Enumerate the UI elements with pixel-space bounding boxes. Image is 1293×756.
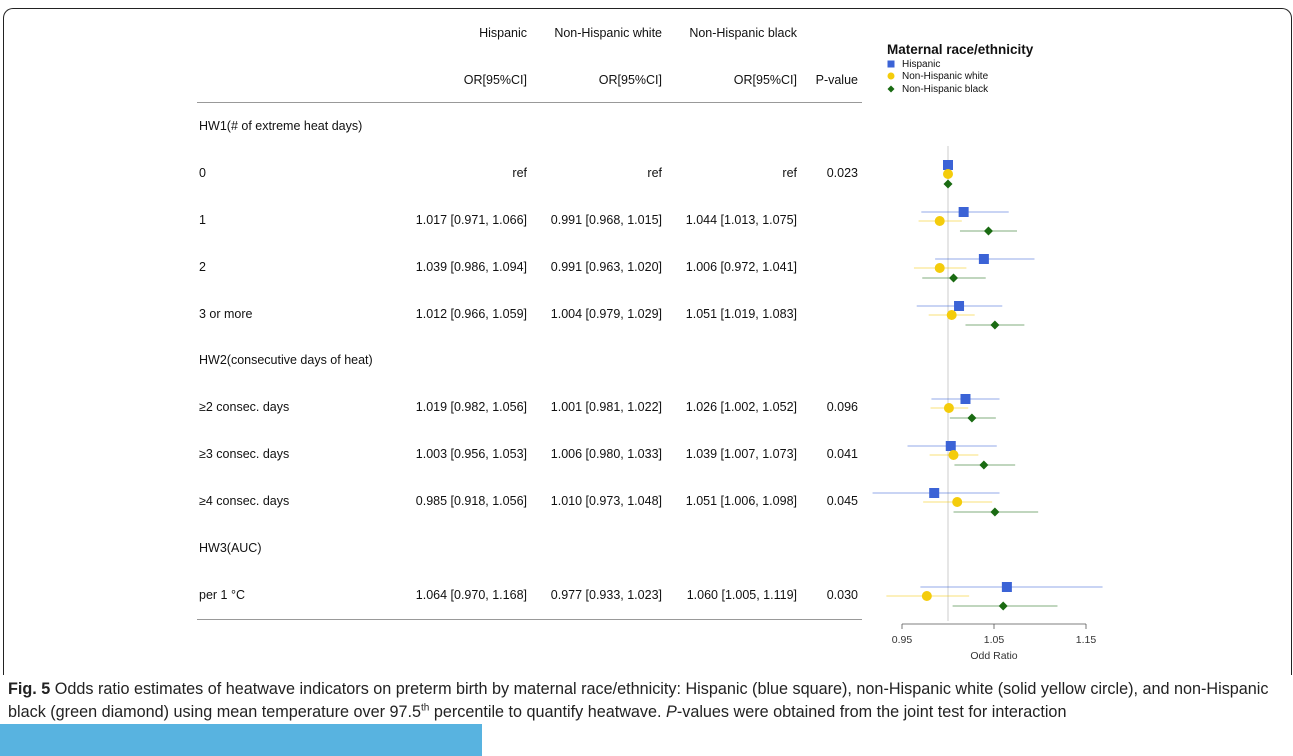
point-white [952, 497, 963, 507]
cell-p-value: 0.023 [826, 166, 858, 180]
caption-highlight [0, 724, 482, 756]
point-white [921, 591, 932, 601]
group-header: Hispanic [479, 26, 527, 40]
cell-black: 1.044 [1.013, 1.075] [685, 213, 797, 227]
point-black [979, 460, 989, 470]
figure-frame [3, 8, 1292, 675]
x-axis-label: Odd Ratio [970, 650, 1017, 662]
x-tick-label: 1.05 [984, 634, 1005, 646]
cell-hispanic: 1.064 [0.970, 1.168] [415, 588, 527, 602]
cell-black: 1.006 [0.972, 1.041] [685, 260, 797, 274]
cell-hispanic: 1.012 [0.966, 1.059] [415, 307, 527, 321]
legend-marker-hispanic [887, 60, 895, 68]
point-hispanic [978, 254, 989, 264]
group-header: Non-Hispanic black [689, 26, 797, 40]
caption-text-3: -values were obtained from the joint tes… [676, 702, 1067, 721]
row-label: 2 [199, 260, 206, 274]
cell-white: 1.006 [0.980, 1.033] [550, 447, 662, 461]
cell-black: 1.051 [1.006, 1.098] [685, 494, 797, 508]
section-label: HW3(AUC) [199, 541, 262, 555]
section-label: HW1(# of extreme heat days) [199, 119, 363, 133]
point-white [943, 403, 954, 413]
cell-black: 1.026 [1.002, 1.052] [685, 400, 797, 414]
point-white [934, 216, 945, 226]
cell-black: ref [782, 166, 797, 180]
caption-text-2: percentile to quantify heatwave. [429, 702, 667, 721]
point-white [934, 263, 945, 273]
cell-p-value: 0.096 [826, 400, 858, 414]
row-label: per 1 °C [199, 588, 245, 602]
cell-white: 0.991 [0.968, 1.015] [550, 213, 662, 227]
point-black [967, 413, 977, 423]
row-label: ≥4 consec. days [199, 494, 290, 508]
cell-black: 1.039 [1.007, 1.073] [685, 447, 797, 461]
cell-hispanic: 1.039 [0.986, 1.094] [415, 260, 527, 274]
legend-marker-white [887, 72, 895, 80]
cell-hispanic: 1.003 [0.956, 1.053] [415, 447, 527, 461]
row-label: ≥3 consec. days [199, 447, 290, 461]
footer-rule [197, 619, 862, 620]
cell-white: 0.977 [0.933, 1.023] [550, 588, 662, 602]
point-black [990, 507, 1000, 517]
point-black [949, 273, 959, 283]
point-black [943, 179, 953, 189]
cell-white: ref [647, 166, 662, 180]
point-hispanic [954, 301, 965, 311]
header-rule [197, 102, 862, 103]
caption-text-1: Odds ratio estimates of heatwave indicat… [8, 680, 1269, 721]
point-hispanic [943, 160, 953, 170]
column-header: OR[95%CI] [733, 73, 797, 87]
caption-label: Fig. 5 [8, 680, 51, 698]
cell-hispanic: 1.019 [0.982, 1.056] [415, 400, 527, 414]
column-header: OR[95%CI] [598, 73, 662, 87]
legend-label: Hispanic [902, 59, 940, 70]
cell-p-value: 0.030 [826, 588, 858, 602]
cell-p-value: 0.041 [826, 447, 858, 461]
cell-white: 0.991 [0.963, 1.020] [550, 260, 662, 274]
column-header: P-value [815, 73, 858, 87]
legend-label: Non-Hispanic black [902, 84, 989, 95]
cell-hispanic: 0.985 [0.918, 1.056] [415, 494, 527, 508]
cell-hispanic: ref [512, 166, 527, 180]
point-white [948, 450, 959, 460]
cell-white: 1.010 [0.973, 1.048] [550, 494, 662, 508]
cell-hispanic: 1.017 [0.971, 1.066] [415, 213, 527, 227]
group-header: Non-Hispanic white [554, 26, 662, 40]
cell-p-value: 0.045 [826, 494, 858, 508]
point-black [990, 320, 1000, 330]
x-tick-label: 1.15 [1076, 634, 1097, 646]
point-white [943, 169, 953, 179]
point-hispanic [960, 394, 971, 404]
row-label: 0 [199, 166, 206, 180]
section-label: HW2(consecutive days of heat) [199, 353, 373, 367]
column-header: OR[95%CI] [463, 73, 527, 87]
row-label: 1 [199, 213, 206, 227]
legend-title: Maternal race/ethnicity [887, 42, 1034, 57]
cell-black: 1.060 [1.005, 1.119] [686, 588, 797, 602]
point-hispanic [945, 441, 956, 451]
legend-label: Non-Hispanic white [902, 71, 989, 82]
point-hispanic [929, 488, 940, 498]
caption-sup: th [421, 702, 430, 714]
row-label: ≥2 consec. days [199, 400, 290, 414]
caption-italic: P [666, 702, 677, 721]
point-black [983, 226, 993, 236]
cell-white: 1.001 [0.981, 1.022] [550, 400, 662, 414]
legend-marker-black [887, 85, 895, 93]
cell-white: 1.004 [0.979, 1.029] [550, 307, 662, 321]
figure-caption: Fig. 5 Odds ratio estimates of heatwave … [8, 678, 1278, 723]
point-hispanic [958, 207, 969, 217]
point-hispanic [1001, 582, 1012, 592]
point-white [946, 310, 957, 320]
row-label: 3 or more [199, 307, 253, 321]
point-black [998, 601, 1008, 611]
cell-black: 1.051 [1.019, 1.083] [685, 307, 797, 321]
x-tick-label: 0.95 [892, 634, 913, 646]
